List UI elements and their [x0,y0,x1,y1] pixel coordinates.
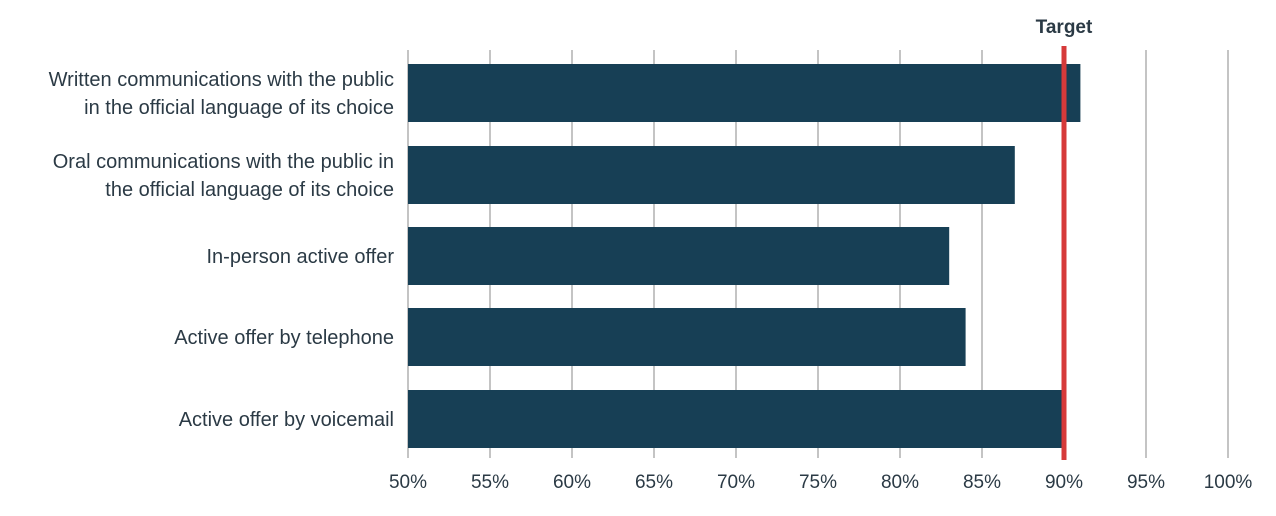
category-label: Active offer by telephone [174,327,394,349]
x-tick-label: 75% [799,472,837,493]
x-tick-label: 70% [717,472,755,493]
bar [408,227,950,285]
x-tick-label: 85% [963,472,1001,493]
x-tick-label: 55% [471,472,509,493]
category-label: Active offer by voicemail [179,409,394,431]
x-tick-label: 95% [1127,472,1165,493]
bar [408,308,966,366]
category-label: the official language of its choice [105,179,394,201]
category-label: Written communications with the public [49,69,394,91]
x-tick-label: 60% [553,472,591,493]
target-label: Target [1036,17,1093,38]
category-label: in the official language of its choice [84,97,394,119]
category-label: Oral communications with the public in [53,151,394,173]
x-tick-label: 50% [389,472,427,493]
x-tick-label: 100% [1204,472,1253,493]
category-label: In-person active offer [206,246,394,268]
bar [408,390,1064,448]
x-tick-label: 80% [881,472,919,493]
bar [408,146,1015,204]
x-tick-label: 90% [1045,472,1083,493]
x-tick-label: 65% [635,472,673,493]
bar [408,64,1081,122]
